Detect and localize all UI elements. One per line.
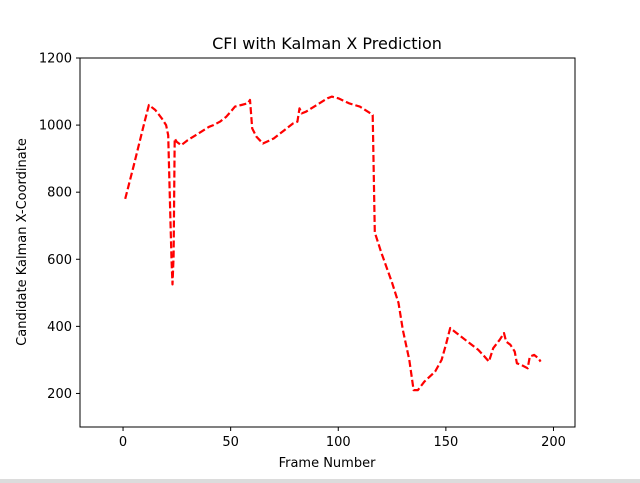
y-axis: 200 400 600 800 1000 1200 <box>39 52 80 402</box>
x-tick-label: 50 <box>222 435 239 450</box>
chart-title: CFI with Kalman X Prediction <box>212 34 442 53</box>
x-axis-label: Frame Number <box>279 456 377 471</box>
x-tick-label: 0 <box>119 435 127 450</box>
y-tick-label: 600 <box>47 253 72 268</box>
y-axis-label: Candidate Kalman X-Coordinate <box>15 138 30 346</box>
bottom-strip <box>0 479 640 483</box>
plot-area-frame <box>79 57 576 428</box>
x-axis: 0 50 100 150 200 <box>119 427 566 450</box>
series-group <box>124 95 542 392</box>
y-tick-label: 400 <box>47 320 72 335</box>
y-tick-label: 200 <box>47 387 72 402</box>
series-line <box>124 95 542 392</box>
x-tick-label: 150 <box>433 435 458 450</box>
y-tick-label: 1200 <box>39 52 72 67</box>
y-tick-label: 1000 <box>39 119 72 134</box>
x-tick-label: 200 <box>541 435 566 450</box>
x-tick-label: 100 <box>326 435 351 450</box>
y-tick-label: 800 <box>47 186 72 201</box>
